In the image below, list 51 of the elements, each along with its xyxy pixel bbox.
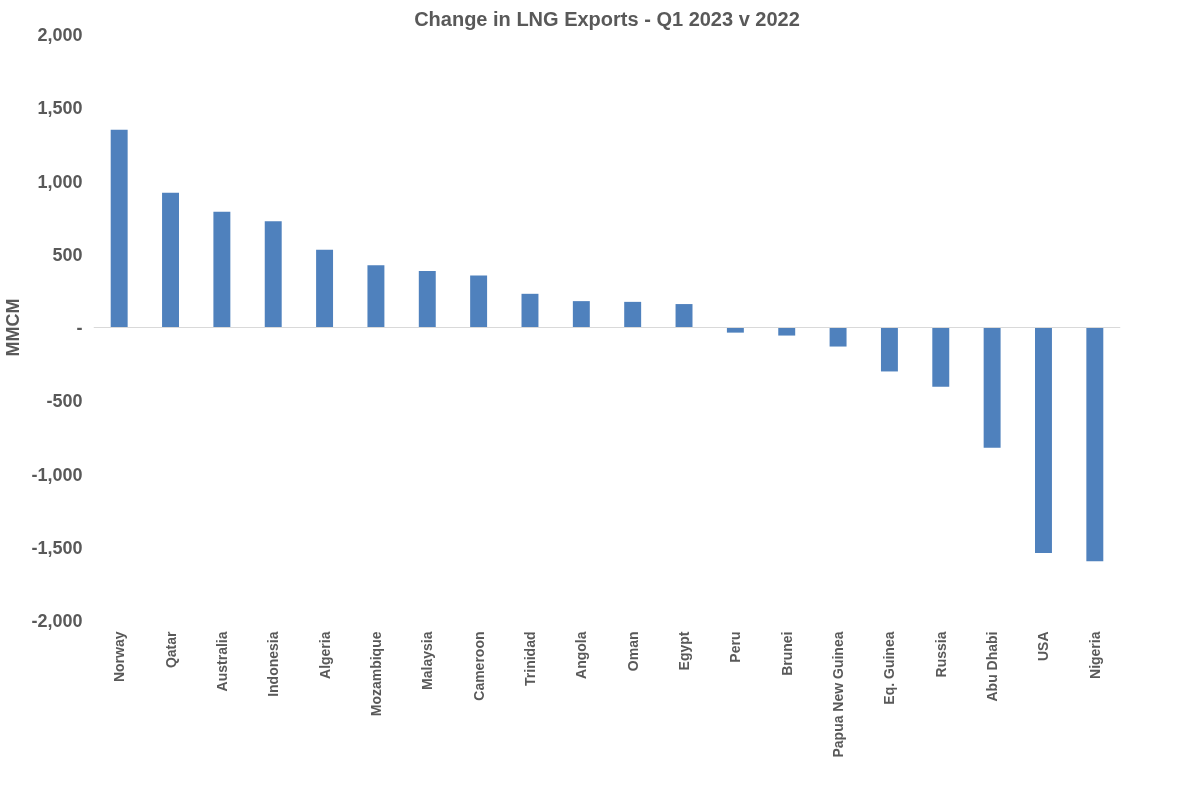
y-tick-label: 500 [52, 244, 83, 265]
y-tick-label: 1,000 [37, 171, 83, 192]
y-tick-label: -1,500 [31, 537, 83, 558]
bar [624, 301, 642, 328]
bar [162, 192, 179, 328]
bar [470, 275, 488, 328]
y-tick-label: -2,000 [31, 611, 83, 631]
bar [829, 327, 847, 347]
bar [213, 211, 231, 328]
chart-title: Change in LNG Exports - Q1 2023 v 2022 [414, 7, 800, 30]
x-tick-label: Russia [932, 631, 949, 678]
y-tick-label: 1,500 [37, 98, 83, 119]
x-tick-label: Brunei [778, 631, 795, 676]
bar [316, 249, 334, 328]
y-tick-label: -1,000 [31, 464, 83, 485]
x-tick-label: Abu Dhabi [984, 631, 1001, 702]
x-tick-label: Australia [213, 631, 230, 692]
y-tick-label: 2,000 [37, 25, 83, 45]
x-tick-label: Oman [624, 631, 641, 672]
bar [521, 293, 539, 328]
x-tick-label: Peru [727, 631, 744, 663]
bar [932, 327, 950, 387]
x-tick-label: Angola [573, 631, 590, 679]
bar [778, 327, 796, 336]
x-tick-label: Qatar [162, 630, 179, 669]
y-axis-title: MMCM [3, 298, 24, 357]
bar [264, 221, 282, 328]
x-tick-label: Indonesia [265, 631, 282, 697]
bar [572, 301, 590, 328]
x-tick-label: Cameroon [470, 631, 487, 701]
bar [1086, 327, 1104, 562]
x-tick-label: Trinidad [521, 631, 538, 686]
bar [110, 129, 128, 328]
bar [880, 327, 898, 372]
y-tick-label: -500 [46, 391, 83, 412]
x-tick-label: Eq. Guinea [881, 631, 898, 705]
y-tick-label: - [76, 318, 83, 338]
x-tick-label: Norway [111, 631, 128, 683]
x-tick-label: Algeria [316, 631, 333, 679]
bar [367, 265, 385, 328]
bar [1035, 327, 1052, 554]
x-tick-label: USA [1035, 631, 1052, 662]
x-tick-label: Egypt [676, 631, 693, 671]
x-tick-label: Mozambique [367, 631, 384, 717]
x-tick-label: Malaysia [419, 631, 436, 690]
x-tick-label: Nigeria [1086, 631, 1103, 679]
x-tick-label: Papua New Guinea [830, 631, 847, 758]
bar [418, 271, 436, 328]
bar [983, 327, 1001, 448]
bar [675, 304, 693, 328]
bar [726, 327, 744, 333]
